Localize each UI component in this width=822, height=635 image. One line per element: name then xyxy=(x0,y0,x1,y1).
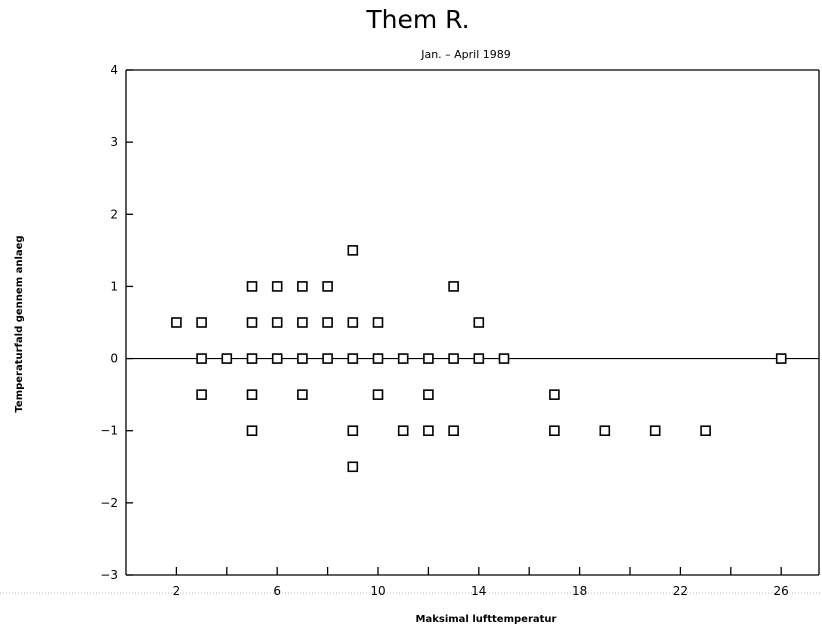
data-point xyxy=(196,389,207,400)
plot-frame xyxy=(0,69,822,594)
x-tick-label: 2 xyxy=(173,584,181,598)
x-tick-label: 26 xyxy=(774,584,789,598)
x-tick-label: 14 xyxy=(471,584,486,598)
data-point xyxy=(423,353,434,364)
data-point xyxy=(599,425,611,437)
data-point xyxy=(196,353,207,364)
data-point xyxy=(423,425,434,437)
x-tick-label: 18 xyxy=(572,584,587,598)
data-point xyxy=(347,461,359,473)
data-point xyxy=(322,353,333,364)
chart-title: Them R. xyxy=(365,5,469,34)
data-point xyxy=(397,353,409,364)
data-point xyxy=(271,317,283,328)
data-point xyxy=(448,425,459,437)
data-point xyxy=(775,353,787,364)
data-point xyxy=(347,317,359,328)
x-tick-label: 6 xyxy=(273,584,281,598)
x-axis-label: Maksimal lufttemperatur xyxy=(416,614,557,625)
y-tick-label: 4 xyxy=(110,63,118,77)
data-point xyxy=(372,317,384,328)
data-point xyxy=(372,353,384,364)
data-point xyxy=(423,389,434,400)
data-point xyxy=(246,281,258,292)
data-point xyxy=(347,353,359,364)
data-point xyxy=(700,425,711,437)
y-tick-label: 2 xyxy=(110,207,118,221)
data-point xyxy=(297,281,308,292)
data-point xyxy=(347,245,359,256)
data-point xyxy=(246,389,258,400)
data-point xyxy=(171,317,182,328)
data-point xyxy=(271,281,283,292)
y-tick-label: 3 xyxy=(110,135,118,149)
data-point xyxy=(246,317,258,328)
data-point xyxy=(271,353,283,364)
data-point xyxy=(322,317,333,328)
data-point xyxy=(397,425,409,437)
x-tick-label: 22 xyxy=(673,584,688,598)
data-point xyxy=(297,389,308,400)
data-point xyxy=(372,389,384,400)
y-tick-label: −3 xyxy=(100,568,118,582)
data-point xyxy=(448,353,459,364)
y-axis-label: Temperaturfald gennem anlaeg xyxy=(14,235,25,412)
chart-subtitle: Jan. – April 1989 xyxy=(420,48,511,61)
data-point xyxy=(297,353,308,364)
data-point xyxy=(549,389,560,400)
data-point xyxy=(297,317,308,328)
data-point xyxy=(549,425,560,437)
data-point xyxy=(246,353,258,364)
y-tick-label: −1 xyxy=(100,424,118,438)
data-point xyxy=(473,317,485,328)
data-point xyxy=(498,353,510,364)
x-tick-label: 10 xyxy=(370,584,385,598)
data-point xyxy=(322,281,333,292)
data-point xyxy=(347,425,359,437)
data-point xyxy=(221,353,233,364)
data-point xyxy=(448,281,459,292)
y-tick-label: 1 xyxy=(110,279,118,293)
data-points xyxy=(171,245,787,473)
y-tick-label: −2 xyxy=(100,496,118,510)
data-point xyxy=(196,317,207,328)
data-point xyxy=(649,425,661,437)
y-tick-label: 0 xyxy=(110,352,118,366)
data-point xyxy=(246,425,258,437)
data-point xyxy=(473,353,485,364)
